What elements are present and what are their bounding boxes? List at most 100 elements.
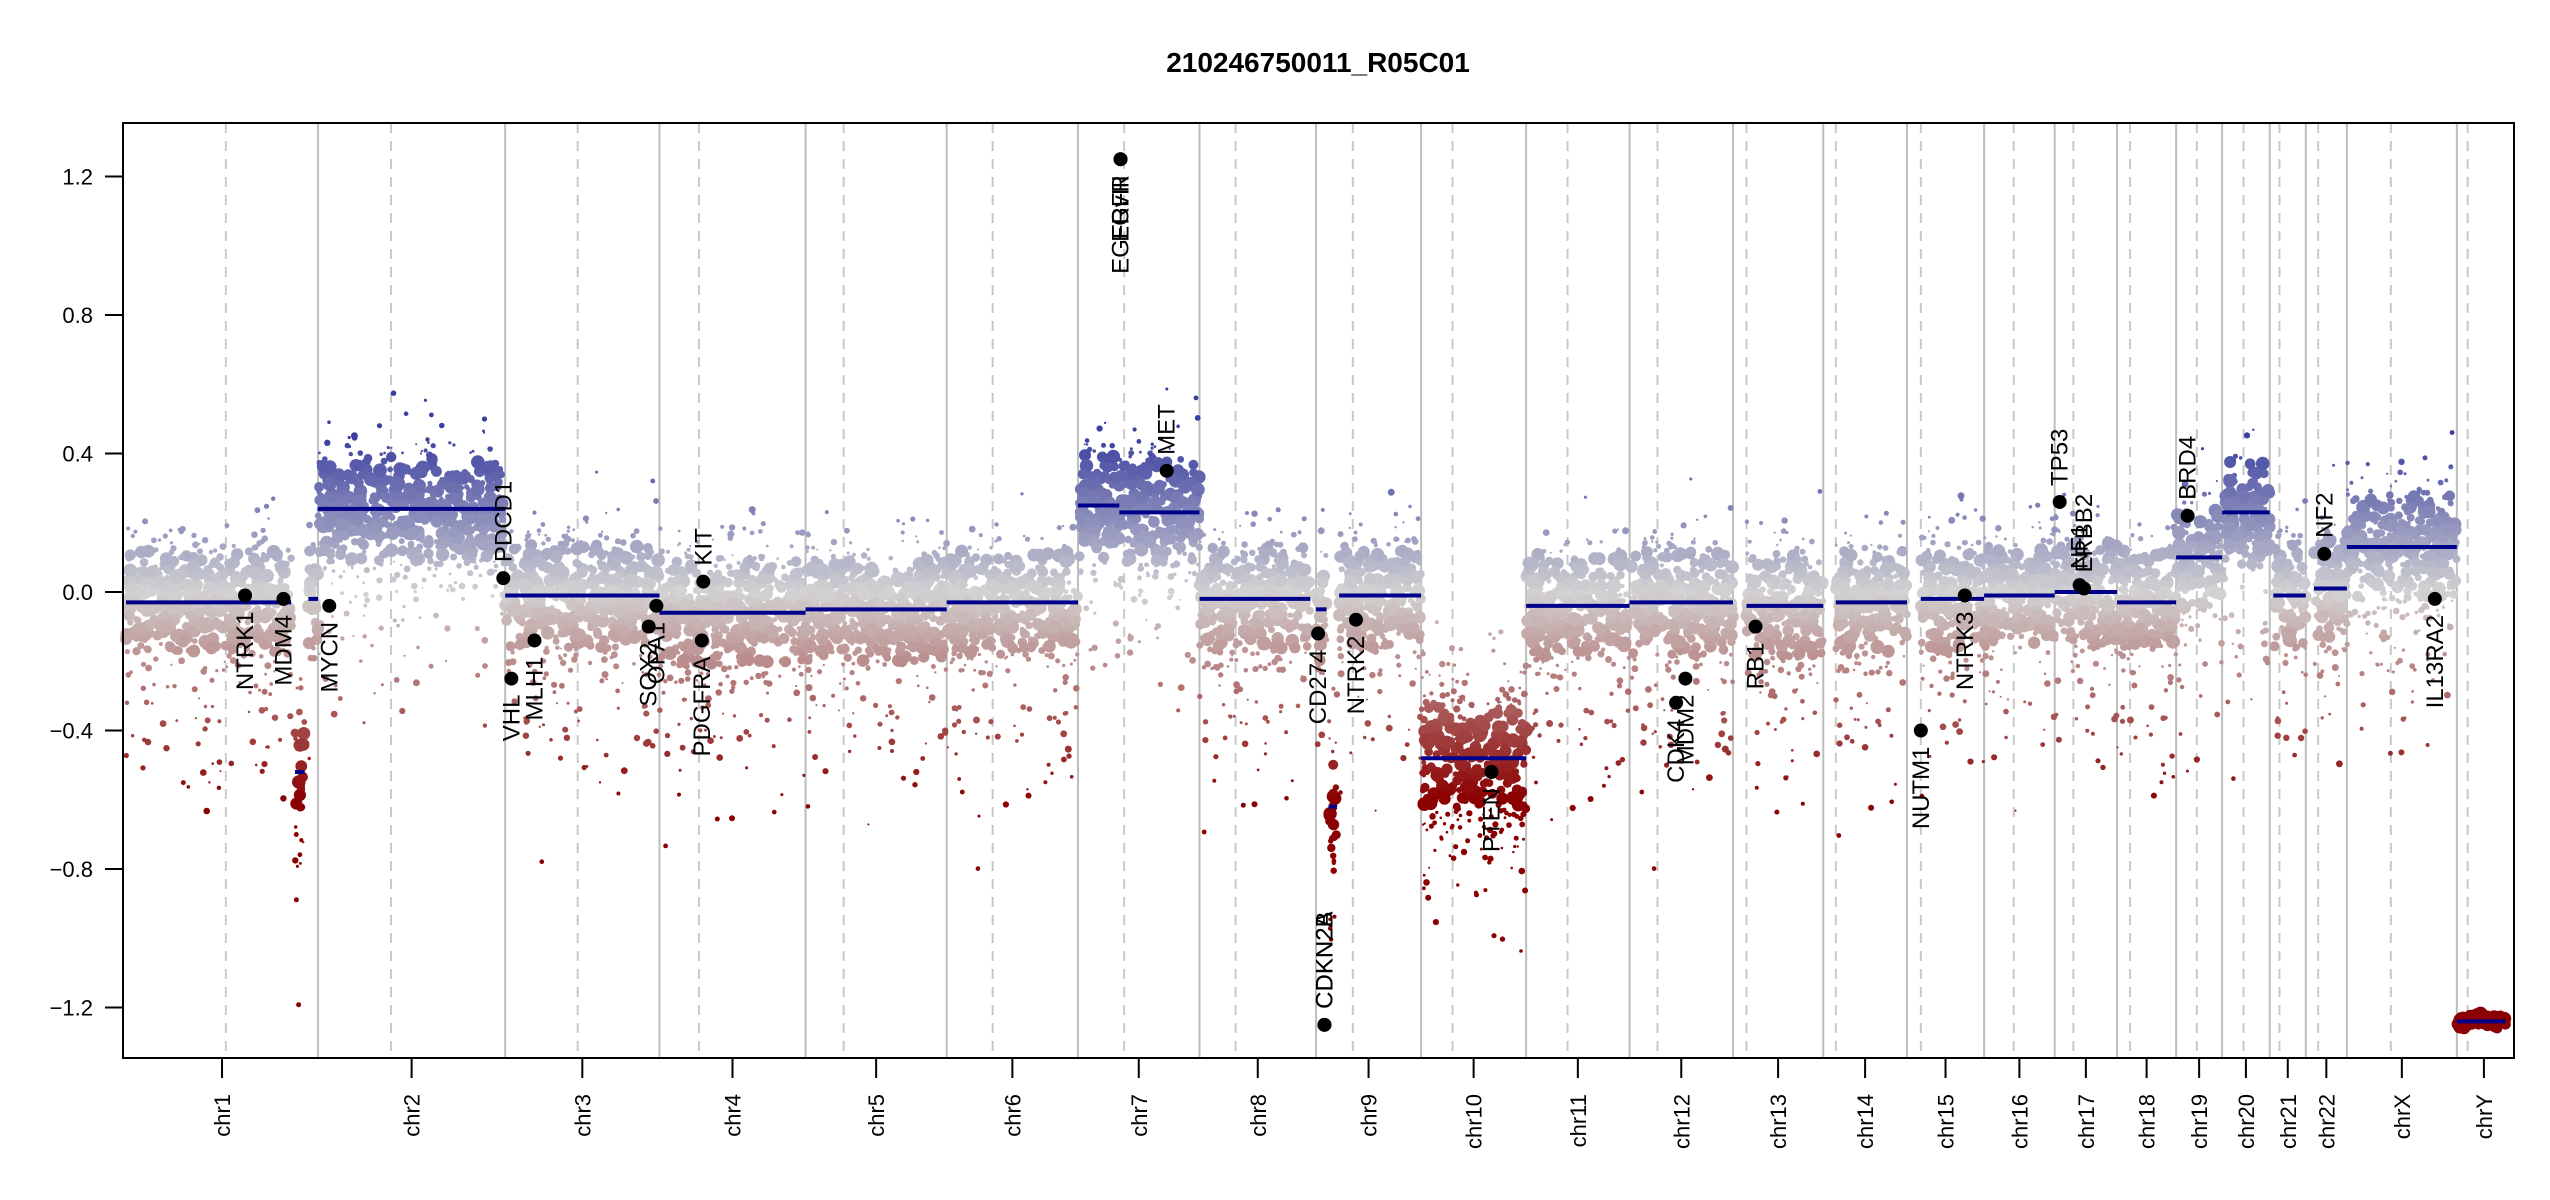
probe-point (243, 645, 251, 652)
probe-point (881, 600, 888, 607)
probe-point (592, 610, 597, 615)
probe-point (1271, 553, 1276, 558)
probe-point (347, 435, 351, 440)
probe-point (1184, 651, 1192, 659)
probe-point (1213, 528, 1217, 532)
probe-point (642, 608, 648, 614)
probe-point (1438, 674, 1441, 677)
probe-point (285, 547, 291, 553)
probe-point (1020, 704, 1027, 710)
probe-point (1172, 473, 1181, 482)
probe-point (216, 759, 223, 765)
probe-point (274, 562, 280, 568)
probe-point (990, 606, 999, 614)
probe-point (374, 477, 381, 484)
probe-point (1411, 538, 1419, 545)
probe-point (857, 587, 871, 601)
probe-point (577, 719, 581, 723)
probe-point (272, 621, 279, 627)
probe-point (125, 672, 132, 678)
probe-point (237, 571, 248, 583)
probe-point (1518, 686, 1522, 690)
probe-point (1083, 605, 1090, 612)
probe-point (608, 610, 615, 616)
probe-point (1300, 636, 1306, 642)
probe-point (184, 587, 193, 597)
probe-point (292, 857, 299, 864)
probe-point (999, 605, 1008, 614)
probe-point (1200, 632, 1215, 647)
probe-point (481, 636, 489, 644)
probe-point (1302, 642, 1312, 651)
probe-point (1288, 619, 1300, 631)
probe-point (1195, 573, 1208, 585)
probe-point (478, 538, 491, 551)
probe-point (596, 559, 603, 566)
probe-point (925, 518, 930, 523)
probe-point (1314, 741, 1321, 748)
probe-point (1428, 866, 1431, 869)
probe-point (939, 530, 944, 535)
probe-point (677, 544, 680, 547)
probe-point (1240, 555, 1248, 564)
probe-point (1323, 636, 1330, 643)
probe-point (223, 660, 226, 663)
probe-point (1103, 526, 1111, 534)
probe-point (970, 607, 978, 614)
probe-point (754, 598, 764, 608)
probe-point (1385, 616, 1398, 629)
probe-point (301, 719, 308, 725)
probe-point (124, 649, 130, 655)
probe-point (1425, 894, 1432, 901)
probe-point (1084, 438, 1090, 443)
probe-point (805, 545, 810, 550)
probe-point (936, 580, 946, 589)
probe-point (772, 809, 777, 815)
probe-point (736, 616, 744, 624)
probe-point (587, 624, 595, 632)
probe-point (478, 573, 483, 578)
probe-point (681, 697, 687, 702)
probe-point (1517, 719, 1527, 728)
probe-point (347, 564, 350, 567)
probe-point (259, 768, 265, 774)
probe-point (372, 566, 377, 571)
probe-point (287, 554, 295, 562)
probe-point (1313, 641, 1324, 651)
probe-point (557, 654, 561, 658)
probe-point (439, 422, 445, 429)
probe-point (1144, 562, 1149, 567)
probe-point (961, 564, 976, 578)
probe-point (593, 630, 603, 639)
probe-point (1386, 561, 1399, 574)
probe-point (1278, 657, 1283, 662)
probe-point (875, 659, 880, 664)
probe-point (1274, 541, 1280, 548)
probe-point (1323, 553, 1329, 558)
probe-point (423, 497, 432, 506)
probe-point (652, 558, 657, 563)
probe-point (657, 707, 663, 713)
probe-point (812, 754, 819, 760)
probe-point (1404, 742, 1410, 747)
probe-point (1491, 648, 1496, 653)
probe-point (1156, 636, 1159, 640)
probe-point (704, 621, 711, 628)
probe-point (1047, 652, 1055, 660)
probe-point (234, 661, 241, 668)
probe-point (255, 605, 260, 610)
probe-point (588, 573, 596, 581)
probe-point (330, 615, 334, 618)
probe-point (951, 722, 958, 728)
probe-point (1340, 547, 1351, 558)
probe-point (1177, 684, 1185, 691)
probe-point (977, 652, 982, 657)
probe-point (582, 515, 590, 522)
probe-point (581, 610, 587, 616)
probe-point (1250, 589, 1257, 596)
probe-point (1378, 668, 1383, 673)
probe-point (585, 520, 589, 524)
probe-point (280, 795, 287, 802)
probe-point (254, 763, 258, 767)
probe-point (643, 710, 650, 717)
